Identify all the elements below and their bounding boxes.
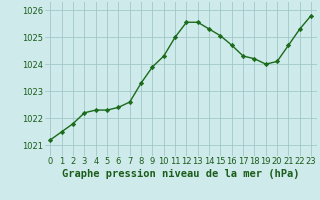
X-axis label: Graphe pression niveau de la mer (hPa): Graphe pression niveau de la mer (hPa) [62, 169, 300, 179]
